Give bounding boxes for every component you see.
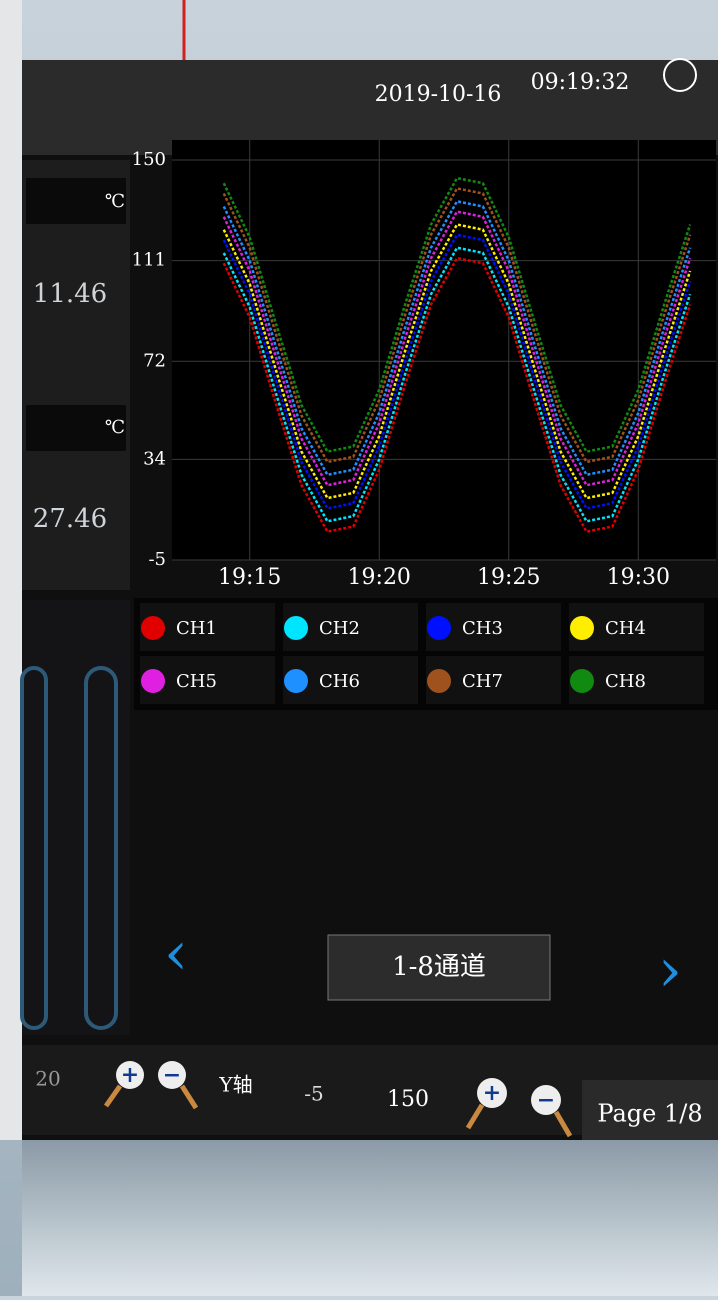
y-tick-label: 150 [132,149,166,170]
date: 2019-10-16 [375,82,502,107]
legend-label: CH7 [462,671,503,692]
legend-swatch [570,616,594,640]
x-tick-label: 19:25 [477,565,540,590]
legend-swatch [427,616,451,640]
svg-text:−: − [163,1062,181,1088]
legend-label: CH6 [319,671,360,692]
channel-value: 11.46 [33,279,107,309]
y-tick-label: -5 [148,549,166,570]
legend-label: CH8 [605,671,646,692]
axis-label: Y轴 [218,1073,252,1097]
scale-value: 20 [35,1067,60,1091]
legend-label: CH5 [176,671,217,692]
next-arrow[interactable]: › [658,936,682,1006]
page-indicator: Page 1/8 [597,1100,702,1128]
legend-label: CH3 [462,618,503,639]
legend-swatch [284,616,308,640]
legend-label: CH4 [605,618,646,639]
legend-swatch [141,669,165,693]
side-edge [0,0,22,1140]
channel-group[interactable]: 1-8通道 [392,952,486,982]
y-tick-label: 72 [143,350,166,371]
legend-label: CH1 [176,618,217,639]
reflection [22,1140,718,1296]
svg-text:+: + [483,1080,501,1106]
trend-chart: -5 34 72 111 150 19:15 19:20 19:25 19:30 CH1 CH2 CH… [132,140,718,710]
x-tick-label: 19:15 [218,565,281,590]
screen: 2019-10-16 09:19:32 ℃ 11.46 ℃ 27.46 ‹ › … [0,0,718,1296]
legend-swatch [427,669,451,693]
y-min[interactable]: -5 [304,1082,323,1106]
channel-value: 27.46 [33,504,107,534]
x-tick-label: 19:30 [607,565,670,590]
x-tick-label: 19:20 [348,565,411,590]
bar-panel [22,600,130,1035]
svg-text:−: − [537,1087,555,1113]
legend-label: CH2 [319,618,360,639]
svg-text:+: + [121,1062,139,1088]
prev-arrow[interactable]: ‹ [164,919,188,989]
legend-swatch [284,669,308,693]
legend-swatch [141,616,165,640]
unit: ℃ [105,417,125,438]
unit: ℃ [105,191,125,212]
y-tick-label: 34 [143,448,166,469]
y-max[interactable]: 150 [387,1087,429,1112]
time: 09:19:32 [531,70,630,95]
legend-swatch [570,669,594,693]
y-tick-label: 111 [132,250,166,271]
